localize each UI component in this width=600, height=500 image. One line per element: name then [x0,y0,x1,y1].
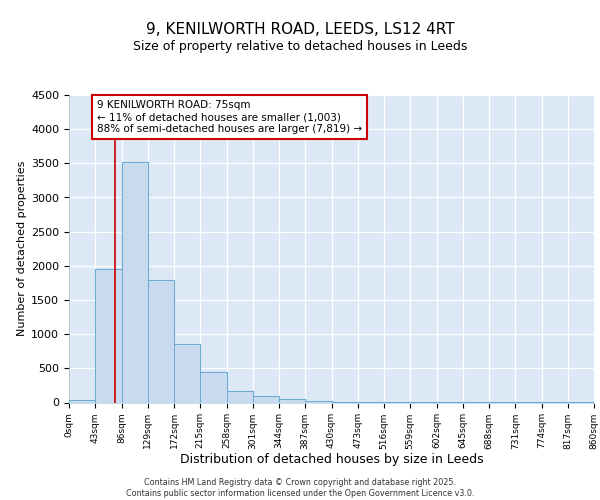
Y-axis label: Number of detached properties: Number of detached properties [17,161,27,336]
X-axis label: Distribution of detached houses by size in Leeds: Distribution of detached houses by size … [179,453,484,466]
Text: Size of property relative to detached houses in Leeds: Size of property relative to detached ho… [133,40,467,53]
Text: 9, KENILWORTH ROAD, LEEDS, LS12 4RT: 9, KENILWORTH ROAD, LEEDS, LS12 4RT [146,22,454,38]
Text: 9 KENILWORTH ROAD: 75sqm
← 11% of detached houses are smaller (1,003)
88% of sem: 9 KENILWORTH ROAD: 75sqm ← 11% of detach… [97,100,362,134]
Text: Contains HM Land Registry data © Crown copyright and database right 2025.
Contai: Contains HM Land Registry data © Crown c… [126,478,474,498]
